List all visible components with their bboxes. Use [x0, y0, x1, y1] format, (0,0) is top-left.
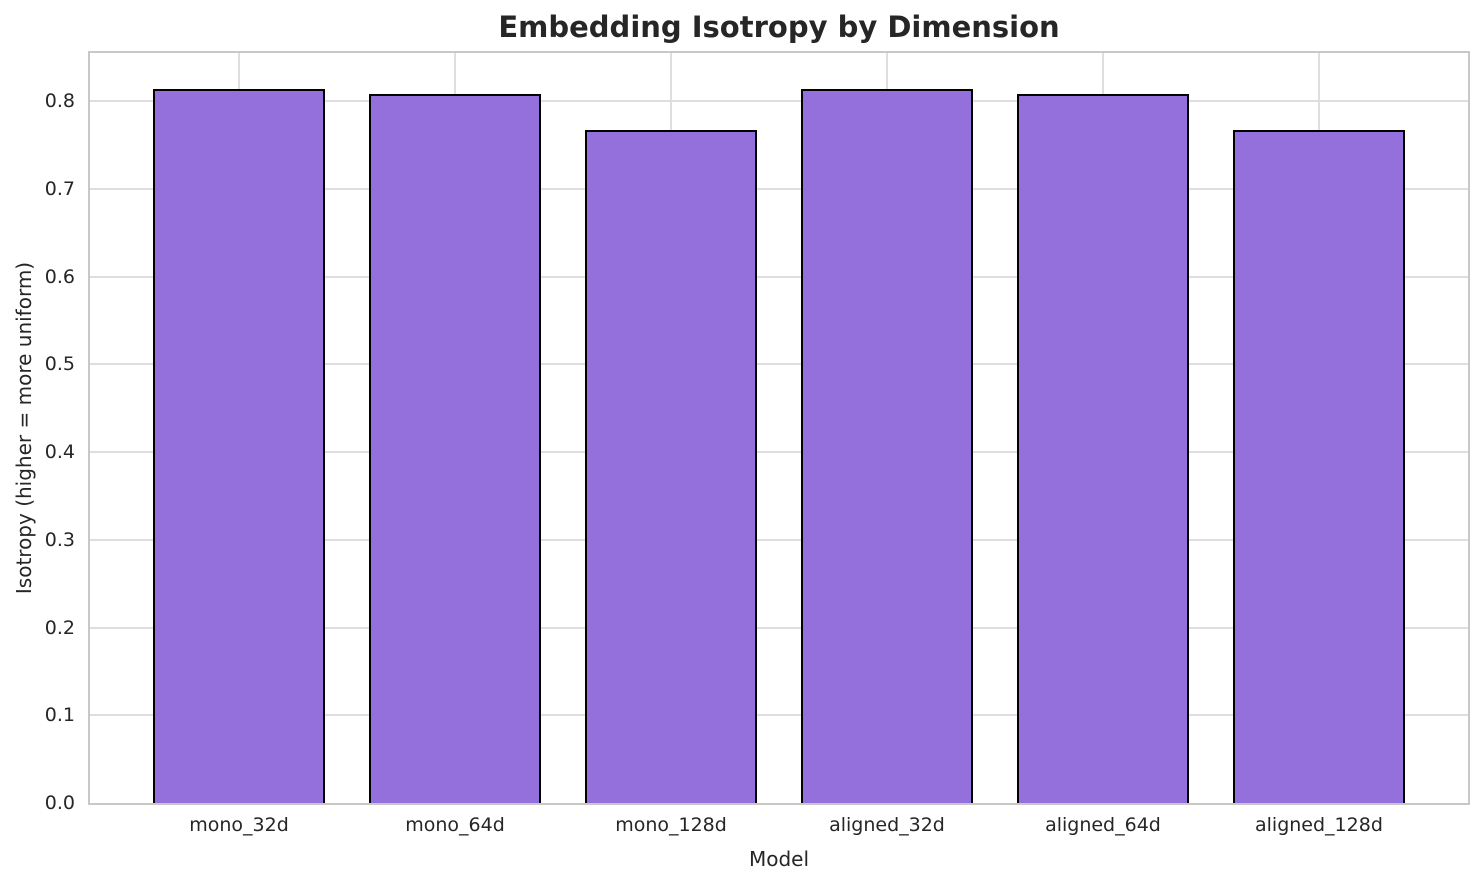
grid-line-horizontal — [90, 100, 1468, 103]
bar-aligned_128d — [1232, 130, 1406, 803]
x-axis-label: Model — [748, 847, 810, 871]
y-tick-label: 0.5 — [44, 353, 75, 376]
x-tick-label: mono_32d — [189, 814, 289, 836]
grid-line-horizontal — [90, 451, 1468, 454]
grid-line-horizontal — [90, 275, 1468, 278]
grid-line-horizontal — [90, 626, 1468, 629]
bar-aligned_32d — [800, 88, 974, 803]
bar-aligned_64d — [1016, 94, 1190, 803]
spine-left — [88, 51, 90, 805]
bar-mono_64d — [368, 94, 542, 803]
y-tick-label: 0.8 — [44, 90, 75, 113]
x-tick-label: mono_128d — [615, 814, 727, 836]
y-tick-label: 0.7 — [44, 177, 75, 200]
x-tick-label: aligned_32d — [829, 814, 945, 836]
bar-mono_32d — [152, 88, 326, 803]
spine-bottom — [90, 803, 1470, 805]
spine-right — [1468, 51, 1470, 805]
y-tick-label: 0.2 — [44, 616, 75, 639]
x-tick-label: aligned_128d — [1255, 814, 1383, 836]
spine-top — [90, 51, 1470, 53]
grid-line-horizontal — [90, 363, 1468, 366]
y-tick-label: 0.6 — [44, 265, 75, 288]
x-tick-label: mono_64d — [405, 814, 505, 836]
grid-line-horizontal — [90, 187, 1468, 190]
grid-line-horizontal — [90, 714, 1468, 717]
x-tick-label: aligned_64d — [1045, 814, 1161, 836]
chart-title: Embedding Isotropy by Dimension — [498, 10, 1060, 44]
y-tick-label: 0.1 — [44, 704, 75, 727]
y-tick-label: 0.4 — [44, 441, 75, 464]
grid-line-horizontal — [90, 538, 1468, 541]
bar-mono_128d — [584, 130, 758, 803]
y-tick-label: 0.3 — [44, 528, 75, 551]
y-tick-label: 0.0 — [44, 792, 75, 814]
